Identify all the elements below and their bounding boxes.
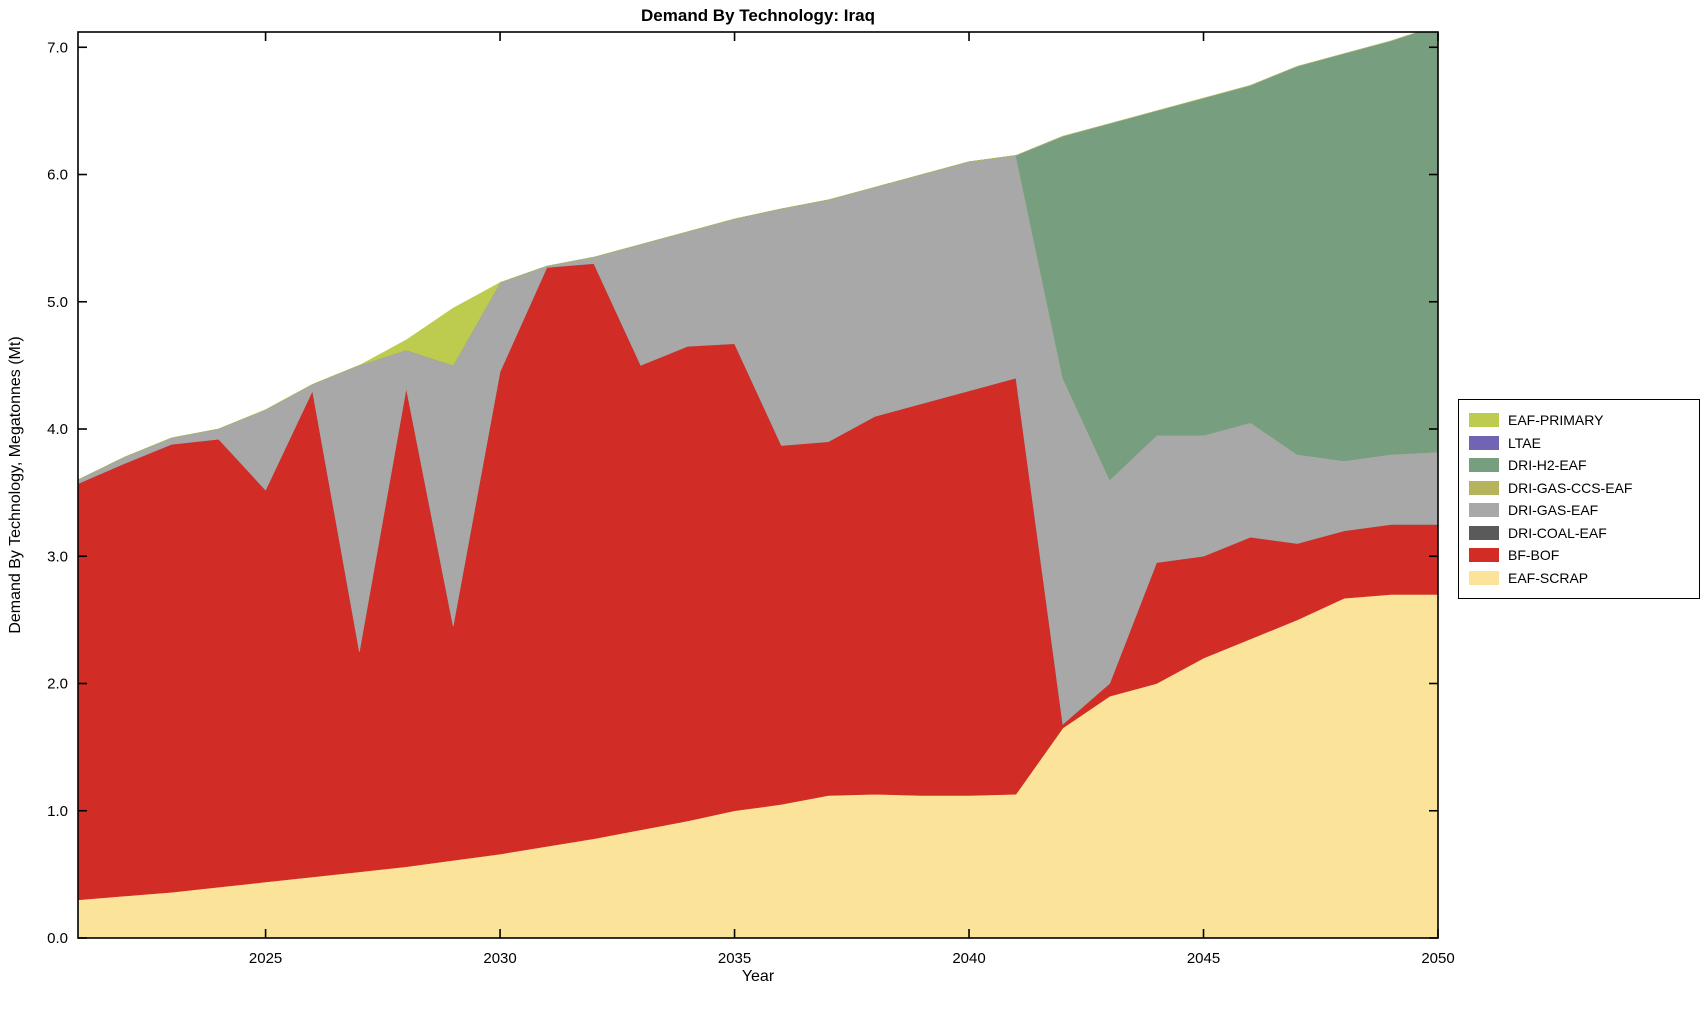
y-tick-label: 7.0: [47, 39, 68, 56]
legend-label: BF-BOF: [1508, 547, 1560, 564]
stacked-areas: [78, 32, 1438, 938]
y-axis-label: Demand By Technology, Megatonnes (Mt): [7, 336, 24, 634]
y-tick-label: 0.0: [47, 930, 68, 947]
legend-swatch-dri-coal-eaf: [1469, 525, 1499, 540]
legend: EAF-PRIMARY LTAE DRI-H2-EAF DRI-GAS-CCS-EAF…: [1458, 399, 1700, 599]
legend-label: DRI-GAS-EAF: [1508, 502, 1599, 519]
legend-swatch-eaf-primary: [1469, 413, 1499, 428]
legend-item-dri-coal-eaf: DRI-COAL-EAF: [1469, 522, 1689, 545]
x-tick-label: 2045: [1187, 950, 1220, 967]
y-tick-label: 6.0: [47, 167, 68, 184]
legend-item-eaf-primary: EAF-PRIMARY: [1469, 409, 1689, 432]
x-tick-label: 2030: [483, 950, 516, 967]
legend-swatch-ltae: [1469, 435, 1499, 450]
y-tick-label: 4.0: [47, 421, 68, 438]
legend-item-dri-h2-eaf: DRI-H2-EAF: [1469, 454, 1689, 477]
x-tick-label: 2025: [249, 950, 282, 967]
y-tick-label: 3.0: [47, 548, 68, 565]
legend-label: LTAE: [1508, 434, 1541, 451]
chart-title: Demand By Technology: Iraq: [641, 6, 875, 25]
legend-swatch-dri-gas-ccs-eaf: [1469, 480, 1499, 495]
legend-swatch-eaf-scrap: [1469, 570, 1499, 585]
legend-item-dri-gas-ccs-eaf: DRI-GAS-CCS-EAF: [1469, 477, 1689, 500]
legend-item-eaf-scrap: EAF-SCRAP: [1469, 567, 1689, 590]
legend-item-bf-bof: BF-BOF: [1469, 544, 1689, 567]
legend-swatch-dri-gas-eaf: [1469, 503, 1499, 518]
x-axis-label: Year: [741, 968, 775, 985]
legend-label: DRI-COAL-EAF: [1508, 524, 1607, 541]
legend-label: DRI-GAS-CCS-EAF: [1508, 479, 1633, 496]
area-series-eaf-primary: [78, 32, 1420, 481]
legend-item-ltae: LTAE: [1469, 432, 1689, 455]
legend-swatch-bf-bof: [1469, 548, 1499, 563]
y-tick-label: 1.0: [47, 803, 68, 820]
x-tick-label: 2040: [952, 950, 985, 967]
legend-label: DRI-H2-EAF: [1508, 457, 1587, 474]
legend-label: EAF-SCRAP: [1508, 569, 1589, 586]
y-tick-label: 2.0: [47, 676, 68, 693]
x-tick-label: 2035: [718, 950, 751, 967]
legend-item-dri-gas-eaf: DRI-GAS-EAF: [1469, 499, 1689, 522]
axes-box: [77, 31, 1439, 939]
legend-swatch-dri-h2-eaf: [1469, 458, 1499, 473]
x-tick-label: 2050: [1421, 950, 1454, 967]
legend-label: EAF-PRIMARY: [1508, 412, 1604, 429]
y-tick-label: 5.0: [47, 294, 68, 311]
